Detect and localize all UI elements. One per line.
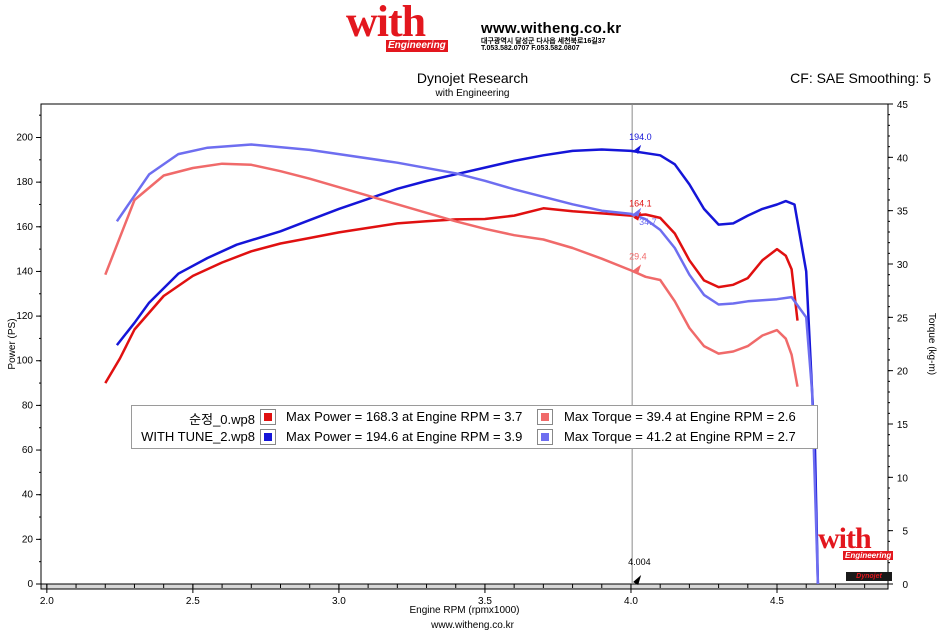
cursor-marker: [633, 264, 642, 274]
cursor-value-tune-power: 194.0: [629, 132, 652, 142]
x-tick-label: 2.5: [186, 596, 200, 607]
y-tick-label-left: 120: [16, 311, 33, 322]
y-tick-label-right: 30: [897, 260, 909, 271]
cursor-x-marker: [633, 575, 642, 585]
series-line-power: [104, 207, 799, 384]
x-tick-label: 4.0: [624, 596, 638, 607]
y-tick-label-left: 140: [16, 266, 33, 277]
y-tick-label-left: 80: [22, 400, 34, 411]
legend-swatch-stock-power: [264, 413, 272, 421]
legend-run-name-stock: 순정_0.wp8: [189, 412, 255, 427]
y-tick-label-left: 160: [16, 222, 33, 233]
series-line-power: [115, 148, 820, 585]
header-phone: T.053.582.0707 F.053.582.0807: [481, 45, 580, 52]
legend-swatch-box-stock-torque: [537, 409, 553, 425]
y-tick-label-left: 0: [27, 579, 33, 590]
cursor-marker: [633, 207, 642, 217]
cursor-x-value: 4.004: [628, 557, 651, 567]
y-tick-label-right: 20: [897, 367, 909, 378]
legend-swatch-box-tune-power: [260, 429, 276, 445]
legend-tune-power-text: Max Power = 194.6 at Engine RPM = 3.9: [286, 429, 523, 444]
y-tick-label-right: 25: [897, 313, 909, 324]
y-axis-label-left: Power (PS): [7, 318, 18, 369]
y-tick-label-left: 100: [16, 356, 33, 367]
legend-tune-torque-text: Max Torque = 41.2 at Engine RPM = 2.7: [564, 429, 796, 444]
cursor-value-tune-torque: 34.7: [639, 217, 657, 227]
chart-title: Dynojet Research: [416, 70, 529, 86]
legend-box: 순정_0.wp8 Max Power = 168.3 at Engine RPM…: [131, 405, 818, 449]
x-tick-label: 3.5: [478, 596, 492, 607]
y-tick-label-right: 35: [897, 207, 909, 218]
x-tick-label: 3.0: [332, 596, 346, 607]
x-axis-label: Engine RPM (rpmx1000): [409, 605, 519, 616]
dynojet-badge: Dynojet: [846, 572, 892, 581]
y-axis-label-right: Torque (kg-m): [926, 313, 937, 375]
chart-subtitle: with Engineering: [435, 88, 510, 99]
x-tick-label: 2.0: [40, 596, 54, 607]
with-logo-bottom-subtitle: Engineering: [843, 551, 894, 560]
legend-swatch-box-stock-power: [260, 409, 276, 425]
legend-swatch-box-tune-torque: [537, 429, 553, 445]
y-tick-label-right: 40: [897, 153, 909, 164]
cf-smoothing-text: CF: SAE Smoothing: 5: [790, 70, 931, 86]
legend-swatch-tune-torque: [541, 433, 549, 441]
y-tick-label-right: 10: [897, 473, 909, 484]
footer-website: www.witheng.co.kr: [431, 620, 514, 631]
series-line-torque: [115, 143, 820, 585]
cursor-marker: [633, 144, 642, 154]
header-website: www.witheng.co.kr: [481, 20, 622, 37]
y-tick-label-right: 45: [897, 100, 909, 111]
y-tick-label-left: 200: [16, 132, 33, 143]
series-line-torque: [104, 162, 799, 387]
legend-swatch-stock-torque: [541, 413, 549, 421]
header-address: 대구광역시 달성군 다사읍 세천북로16길37: [481, 38, 606, 45]
y-tick-label-left: 20: [22, 534, 34, 545]
cursor-value-stock-power: 164.1: [629, 199, 652, 209]
y-tick-label-left: 180: [16, 177, 33, 188]
y-tick-label-left: 40: [22, 490, 34, 501]
cursor-value-stock-torque: 29.4: [629, 251, 647, 261]
y-tick-label-right: 5: [902, 527, 908, 538]
legend-swatch-tune-power: [264, 433, 272, 441]
x-axis-band: [40, 583, 889, 590]
y-tick-label-right: 0: [902, 580, 908, 591]
y-tick-label-left: 60: [22, 445, 34, 456]
x-tick-label: 4.5: [770, 596, 784, 607]
y-tick-label-right: 15: [897, 420, 909, 431]
with-logo-subtitle: Engineering: [386, 40, 448, 52]
legend-run-name-tune: WITH TUNE_2.wp8: [141, 429, 255, 444]
legend-stock-power-text: Max Power = 168.3 at Engine RPM = 3.7: [286, 409, 523, 424]
with-logo: with: [346, 0, 426, 46]
legend-stock-torque-text: Max Torque = 39.4 at Engine RPM = 2.6: [564, 409, 796, 424]
with-logo-bottom: with: [818, 522, 872, 555]
